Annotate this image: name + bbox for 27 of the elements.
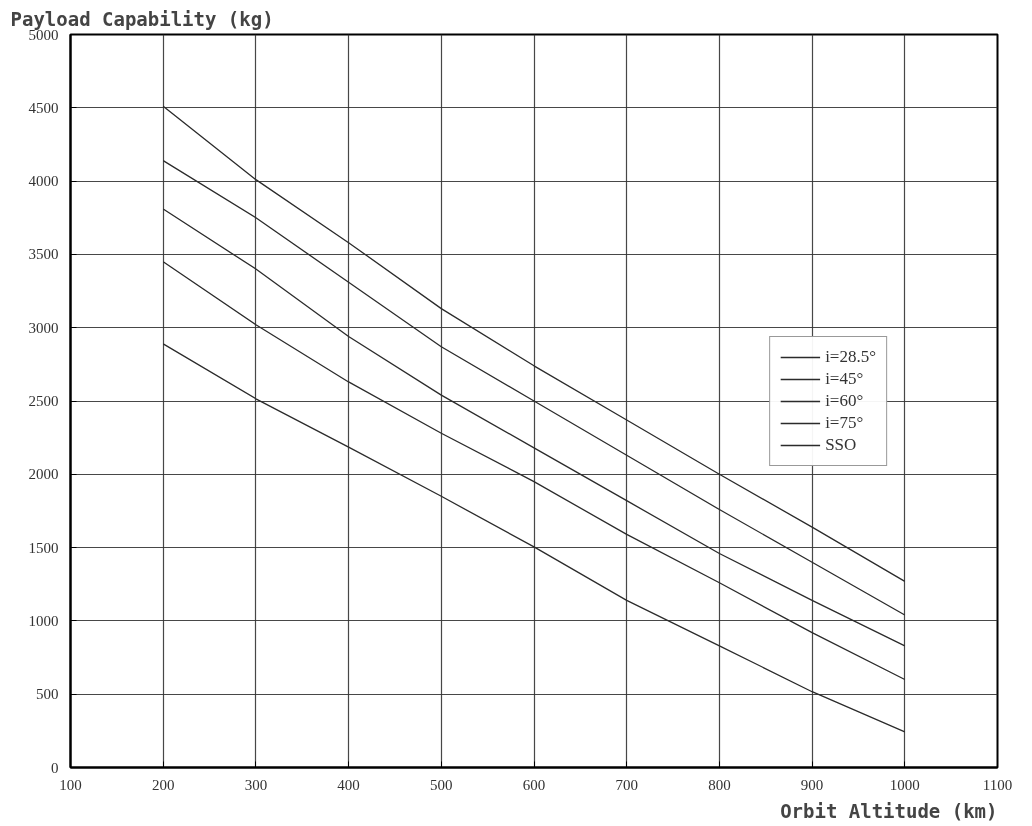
y-tick-label: 0 bbox=[51, 759, 59, 776]
x-tick-label: 300 bbox=[244, 776, 268, 793]
y-tick-label: 1500 bbox=[28, 539, 59, 556]
x-tick-label: 1100 bbox=[982, 776, 1013, 793]
legend-label: SSO bbox=[825, 434, 857, 455]
y-tick-label: 500 bbox=[36, 686, 59, 703]
y-tick-label: 1000 bbox=[28, 612, 59, 629]
x-tick-label: 400 bbox=[337, 776, 360, 793]
legend-label: i=28.5° bbox=[825, 346, 876, 367]
x-tick-label: 800 bbox=[708, 776, 731, 793]
y-tick-label: 3500 bbox=[28, 246, 59, 263]
legend-label: i=75° bbox=[825, 412, 864, 433]
legend-label: i=45° bbox=[825, 368, 864, 389]
y-tick-label: 4500 bbox=[28, 99, 59, 116]
x-tick-label: 700 bbox=[615, 776, 638, 793]
x-axis-title: Orbit Altitude (km) bbox=[780, 799, 998, 822]
x-tick-label: 900 bbox=[800, 776, 824, 793]
x-tick-label: 200 bbox=[151, 776, 175, 793]
y-tick-label: 2000 bbox=[28, 466, 59, 483]
y-tick-label: 2500 bbox=[28, 393, 59, 409]
x-tick-label: 1000 bbox=[889, 776, 920, 793]
x-tick-label: 100 bbox=[59, 776, 82, 793]
legend-label: i=60° bbox=[825, 390, 864, 411]
x-tick-label: 600 bbox=[522, 776, 546, 793]
y-tick-label: 4000 bbox=[28, 173, 59, 190]
y-tick-label: 3000 bbox=[28, 319, 59, 336]
x-tick-label: 500 bbox=[430, 776, 453, 793]
